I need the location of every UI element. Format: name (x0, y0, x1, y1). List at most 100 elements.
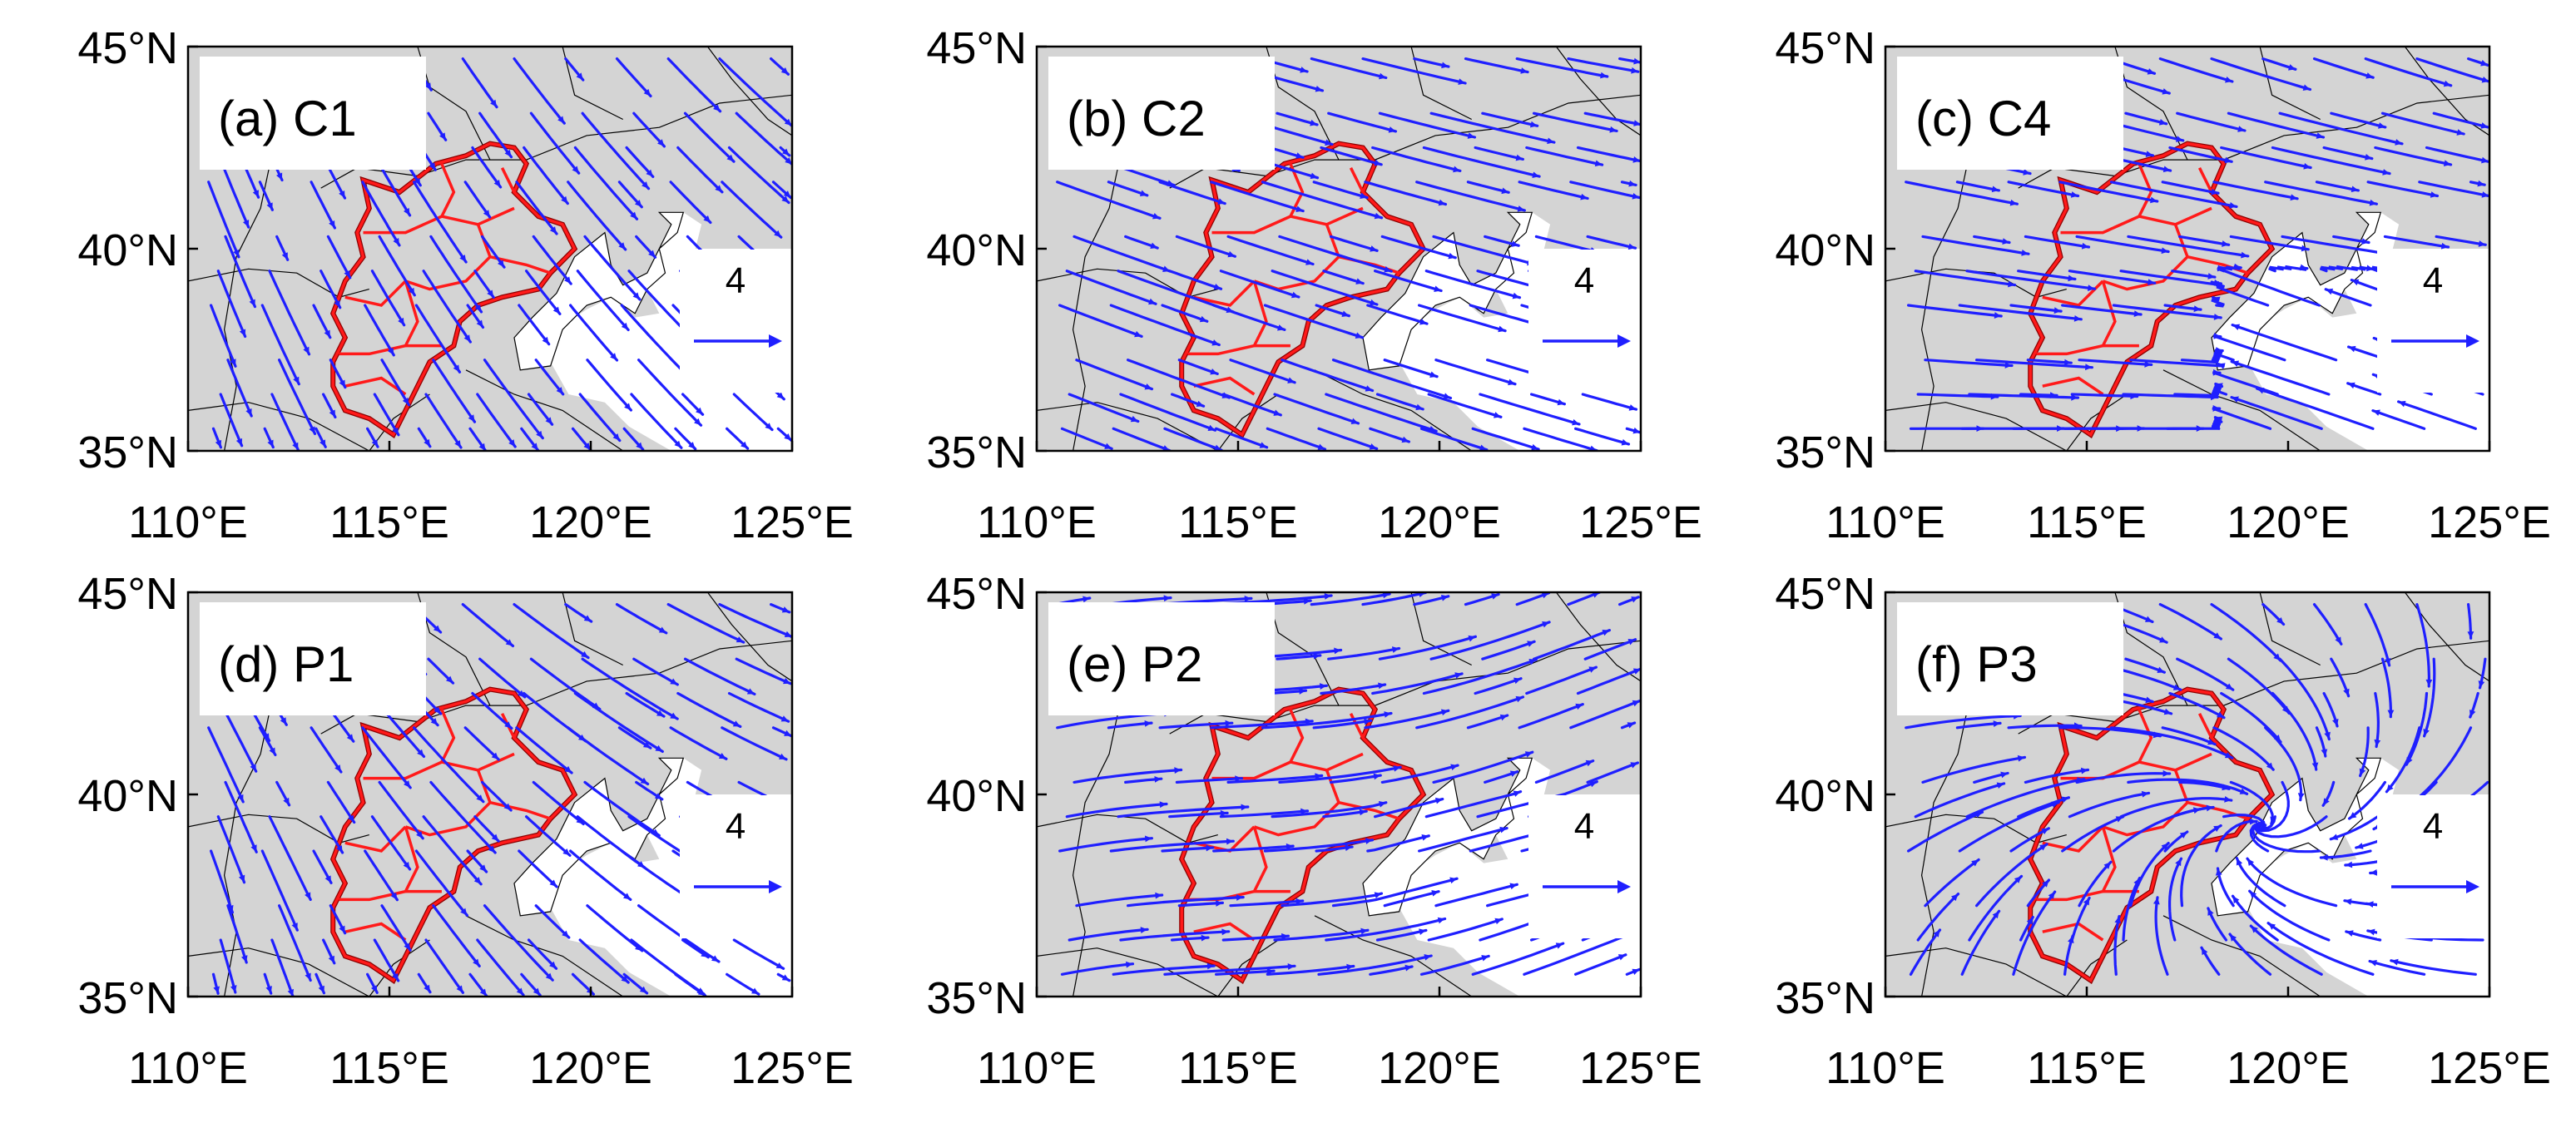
streamline-arrowhead (2048, 892, 2055, 899)
streamline-arrowhead (2193, 305, 2202, 313)
streamline-arrowhead (715, 185, 722, 192)
streamline-arrowhead (2163, 708, 2172, 715)
streamline-arrowhead (1152, 212, 1160, 220)
streamline (476, 393, 517, 448)
streamline (2368, 959, 2426, 976)
streamline (1073, 768, 1183, 784)
streamline (2009, 827, 2050, 853)
bohai-sea (1362, 211, 1533, 371)
streamline-arrowhead (1632, 968, 1640, 976)
streamline (412, 181, 468, 264)
streamline-arrowhead (2157, 666, 2165, 673)
streamline-arrowhead (2039, 844, 2048, 851)
streamline (226, 904, 248, 964)
streamline-arrowhead (1515, 695, 1523, 703)
reference-vector-label: 4 (2423, 806, 2443, 847)
streamline-arrowhead (2343, 688, 2350, 696)
streamline (1419, 427, 1489, 451)
streamline-arrowhead (1359, 809, 1367, 816)
streamline-arrowhead (468, 414, 475, 423)
streamline-arrowhead (1524, 751, 1533, 758)
streamline-arrowhead (392, 972, 399, 981)
streamline-arrowhead (1144, 835, 1152, 843)
streamline-arrowhead (2071, 393, 2078, 401)
reference-vector-arrowhead (2466, 334, 2479, 348)
streamline-arrowhead (2440, 242, 2449, 250)
streamline-arrowhead (213, 986, 220, 994)
province-border (1314, 369, 1473, 451)
city-border (1193, 280, 1256, 307)
streamline-arrowhead (2335, 636, 2341, 645)
streamline-arrowhead (2370, 868, 2378, 876)
streamline-arrowhead (476, 319, 483, 328)
panel-b: 4 (b) C2 45°N 40°N 35°N 110°E 115°E 120°E 125°E (926, 23, 1702, 547)
streamline-arrowhead (1532, 171, 1540, 179)
streamline-arrowhead (1594, 160, 1603, 167)
streamline-arrowhead (473, 877, 482, 884)
streamline-arrowhead (1527, 641, 1535, 647)
streamline-arrowhead (1139, 190, 1147, 196)
streamline (2212, 420, 2223, 430)
streamline-arrowhead (2215, 383, 2222, 390)
streamline (2425, 146, 2489, 163)
panel-label: (c) C4 (1897, 57, 2123, 170)
streamline-arrowhead (414, 177, 421, 186)
streamline-arrowhead (2321, 853, 2328, 861)
streamline-arrowhead (2232, 360, 2240, 367)
panel-label: (b) C2 (1048, 57, 1275, 170)
panel-c: 4 (c) C4 45°N 40°N 35°N 110°E 115°E 120°E 125°E (1775, 23, 2551, 547)
streamline-arrowhead (2374, 739, 2381, 747)
streamline-arrowhead (670, 678, 678, 685)
lon-tick-label: 115°E (329, 497, 449, 547)
streamline (676, 691, 742, 729)
streamline (364, 304, 395, 357)
panel-a: 4 (a) C1 45°N 40°N 35°N 110°E 115°E 120°E 125°E (77, 23, 854, 547)
streamline-arrowhead (2365, 154, 2372, 161)
province-border (1037, 268, 1218, 298)
streamline-arrowhead (783, 677, 791, 685)
streamline (1261, 181, 1384, 220)
streamline-arrowhead (430, 718, 438, 725)
streamline (1068, 393, 1140, 423)
streamline-arrowhead (1555, 942, 1563, 949)
streamline-arrowhead (2266, 762, 2274, 770)
streamline (2319, 265, 2375, 273)
streamline-arrowhead (630, 211, 637, 220)
streamline (721, 726, 788, 761)
streamline-arrowhead (1303, 597, 1311, 605)
streamline (1119, 393, 1217, 432)
streamline-arrowhead (1434, 797, 1443, 804)
streamline-arrowhead (2042, 879, 2049, 888)
streamline-arrowhead (1225, 720, 1232, 727)
streamline-arrowhead (634, 200, 642, 207)
streamline-arrowhead (387, 347, 394, 355)
streamline (1518, 181, 1589, 200)
streamline (1058, 837, 1154, 853)
streamline-arrowhead (726, 154, 735, 162)
streamline-arrowhead (490, 99, 498, 107)
province-border (369, 939, 430, 997)
streamline-arrowhead (2344, 898, 2352, 905)
streamline (1361, 57, 1467, 85)
streamline (1214, 969, 1276, 976)
streamline-arrowhead (2041, 828, 2049, 835)
streamline (424, 938, 465, 994)
streamline (1163, 427, 1223, 451)
lat-tick-label: 45°N (77, 23, 178, 73)
streamline (2312, 602, 2343, 646)
streamline (1266, 427, 1327, 451)
streamline (2315, 181, 2360, 192)
streamline-arrowhead (1305, 259, 1314, 265)
streamline-arrowhead (2207, 273, 2215, 280)
streamline (1373, 797, 1444, 819)
streamline (1518, 702, 1584, 730)
streamline-arrowhead (1374, 159, 1382, 166)
streamline (2061, 815, 2125, 853)
streamline (361, 181, 401, 247)
province-border (465, 369, 624, 451)
streamline-arrowhead (1440, 595, 1449, 601)
streamline (1515, 57, 1609, 78)
province-border (2066, 393, 2128, 451)
streamline (1364, 181, 1448, 206)
streamline (1432, 750, 1534, 784)
